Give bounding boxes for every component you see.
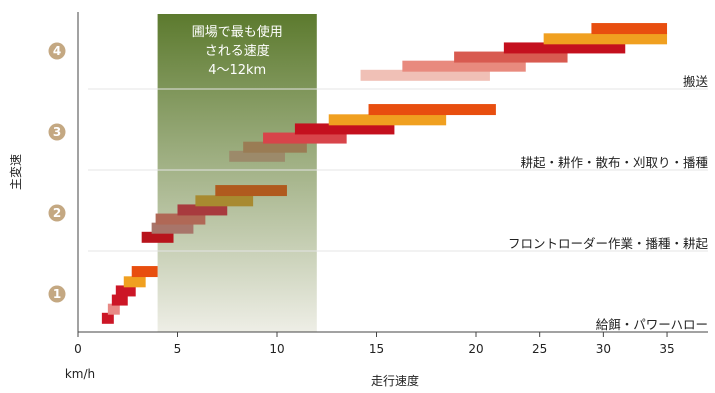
gear-circle [48,285,66,303]
usage-category-label: フロントローダー作業・播種・耕起 [508,236,709,251]
highlight-zone-line3: 4〜12km [208,63,266,78]
gear-circle [48,42,66,60]
gear-number: 4 [53,44,61,58]
highlight-zone-line1: 圃場で最も使用 [192,24,283,40]
highlight-zone-band [157,14,317,332]
x-tick-label: 15 [369,342,384,356]
speed-bar-gear-1 [123,276,146,288]
gear-marker-2: 2 [48,204,66,222]
gear-circle [48,123,66,141]
gear-circle [48,204,66,222]
speed-bar-gear-1 [111,294,128,306]
x-axis-title: 走行速度 [371,373,419,388]
x-tick-label: 10 [269,342,284,356]
gear-marker-3: 3 [48,123,66,141]
usage-category-label: 耕起・耕作・散布・刈取り・播種 [520,155,708,170]
speed-bar-gear-4 [454,51,568,63]
speed-bar-gear-4 [402,60,526,72]
speed-bar-gear-3 [229,150,285,162]
speed-bar-gear-1 [101,312,114,324]
usage-category-label: 給餌・パワーハロー [596,317,708,332]
x-axis-ticks: 0 5 10 15 20 25 30 35 [74,332,675,356]
speed-bar-gear-2 [177,204,228,216]
speed-bar-gear-4 [503,42,626,54]
usage-category-labels: 給餌・パワーハロー フロントローダー作業・播種・耕起 耕起・耕作・散布・刈取り・播種… [508,74,709,332]
speed-bar-gear-3 [368,104,496,116]
x-tick-label: 5 [174,342,182,356]
gear-marker-4: 4 [48,42,66,60]
speed-bar-gear-3 [263,132,347,144]
speed-bar-gear-4 [591,23,668,35]
x-tick-label: 30 [596,342,611,356]
speed-bar-gear-2 [141,231,174,243]
speed-bar-gear-1 [115,285,136,297]
speed-bars [101,23,668,324]
gear-marker-1: 1 [48,285,66,303]
x-tick-label: 35 [659,342,674,356]
x-tick-label: 25 [532,342,547,356]
speed-bar-gear-1 [131,266,158,278]
x-tick-label: 0 [74,342,82,356]
x-axis-unit: km/h [65,367,95,381]
highlight-zone: 圃場で最も使用 される速度 4〜12km [157,14,317,332]
speed-bar-gear-2 [195,195,254,207]
highlight-zone-line2: される速度 [205,43,270,59]
speed-bar-gear-3 [243,141,307,153]
speed-bar-gear-2 [151,222,194,234]
gear-number: 3 [53,125,61,139]
y-axis-title: 主変速 [8,154,23,190]
speed-bar-gear-4 [543,33,668,45]
usage-category-label: 搬送 [683,74,709,89]
gear-number: 2 [53,206,61,220]
speed-bar-gear-1 [107,303,120,315]
speed-bar-gear-3 [328,114,447,126]
gear-markers: 1 2 3 4 [48,42,66,303]
category-dividers [88,88,708,252]
speed-bar-gear-4 [360,69,490,81]
gear-number: 1 [53,287,61,301]
speed-bar-gear-2 [215,185,287,197]
speed-bar-gear-3 [294,123,395,135]
x-tick-label: 20 [468,342,483,356]
speed-bar-gear-2 [155,213,206,225]
